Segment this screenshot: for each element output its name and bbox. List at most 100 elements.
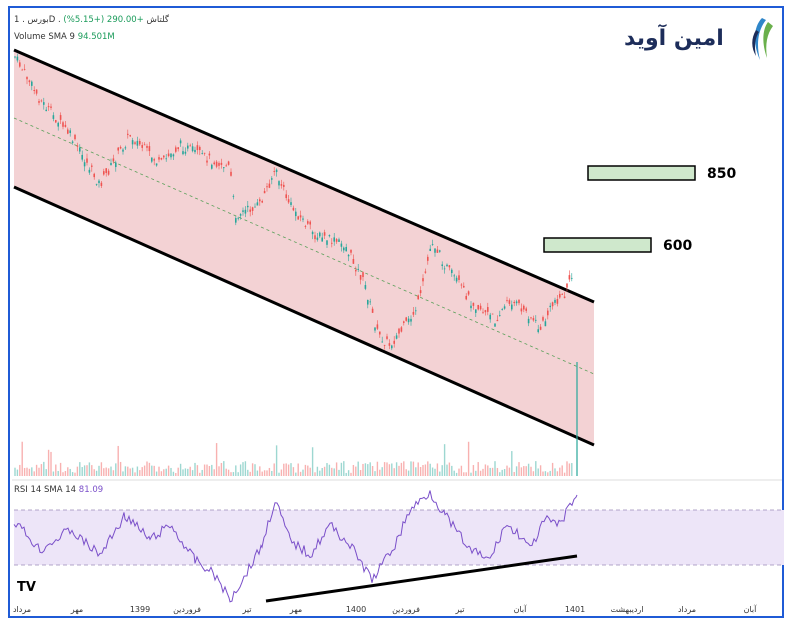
candle-body bbox=[499, 315, 501, 316]
candle-body bbox=[448, 265, 451, 268]
target-label-850: 850 bbox=[707, 166, 736, 182]
candle-body bbox=[187, 145, 189, 149]
candle-body bbox=[107, 170, 110, 175]
candle-body bbox=[218, 162, 220, 166]
volume-bar bbox=[391, 463, 393, 476]
candle-body bbox=[177, 147, 179, 150]
candle-body bbox=[412, 311, 415, 315]
logo-text: امین آوید bbox=[624, 26, 724, 51]
volume-bar bbox=[523, 466, 525, 476]
candle-body bbox=[112, 158, 115, 162]
candle-body bbox=[31, 81, 33, 86]
candle-body bbox=[489, 314, 491, 320]
volume-bar bbox=[263, 470, 266, 476]
candle-body bbox=[129, 135, 131, 137]
volume-bar bbox=[67, 467, 69, 476]
volume-bar bbox=[33, 471, 35, 476]
volume-bar bbox=[107, 468, 110, 476]
volume-bar bbox=[23, 467, 26, 476]
candle-body bbox=[503, 306, 506, 309]
price-change: +290.00 (+5.15%) bbox=[63, 15, 144, 25]
volume-bar bbox=[331, 467, 333, 476]
volume-bar bbox=[355, 466, 357, 476]
volume-bar bbox=[487, 465, 489, 476]
candle-body bbox=[14, 56, 16, 58]
volume-bar bbox=[179, 463, 182, 476]
volume-bar bbox=[76, 466, 79, 476]
volume-bar bbox=[292, 467, 295, 476]
volume-bar bbox=[100, 462, 103, 476]
candle-body bbox=[124, 147, 127, 149]
volume-bar bbox=[31, 467, 33, 476]
x-tick-label: تیر bbox=[241, 605, 251, 614]
candle-body bbox=[304, 226, 307, 227]
volume-bar bbox=[273, 463, 275, 476]
candle-body bbox=[225, 165, 227, 167]
candle-body bbox=[508, 300, 511, 304]
candle-body bbox=[477, 304, 479, 310]
volume-bar bbox=[467, 441, 470, 476]
candle-body bbox=[559, 293, 561, 298]
candle-body bbox=[321, 237, 323, 242]
volume-bar bbox=[167, 465, 170, 476]
candle-body bbox=[511, 304, 513, 310]
volume-bar bbox=[127, 466, 129, 476]
volume-bar bbox=[446, 464, 448, 476]
candle-body bbox=[479, 305, 482, 310]
volume-bar bbox=[88, 462, 91, 476]
candle-body bbox=[199, 146, 201, 151]
volume-bar bbox=[71, 472, 74, 476]
candle-body bbox=[525, 308, 527, 311]
volume-bar bbox=[155, 471, 158, 476]
volume-bar bbox=[122, 471, 124, 476]
candle-body bbox=[285, 194, 287, 199]
volume-bar bbox=[362, 463, 364, 476]
candle-body bbox=[215, 161, 218, 167]
volume-bar bbox=[542, 471, 544, 476]
candle-body bbox=[146, 145, 148, 148]
volume-bar bbox=[484, 464, 487, 476]
candle-body bbox=[100, 182, 103, 186]
candle-body bbox=[263, 190, 266, 194]
candle-body bbox=[47, 106, 50, 108]
volume-bar bbox=[441, 465, 443, 476]
candle-body bbox=[256, 202, 259, 206]
volume-bar bbox=[297, 463, 299, 476]
candle-body bbox=[232, 195, 235, 197]
logo-mark bbox=[752, 18, 773, 60]
candle-body bbox=[19, 62, 21, 67]
volume-bar bbox=[458, 468, 460, 476]
x-tick-label: اردیبهشت bbox=[611, 605, 644, 614]
volume-bar bbox=[146, 461, 148, 476]
candle-body bbox=[568, 275, 571, 280]
x-tick-label: مهر bbox=[70, 605, 83, 614]
volume-bar bbox=[69, 468, 71, 476]
volume-bar bbox=[415, 467, 417, 476]
volume-bar bbox=[417, 462, 419, 476]
volume-bar bbox=[400, 462, 403, 476]
candle-body bbox=[434, 248, 436, 253]
candle-body bbox=[549, 305, 551, 308]
candle-body bbox=[554, 299, 556, 303]
volume-bar bbox=[460, 465, 463, 476]
volume-bar bbox=[175, 472, 177, 476]
volume-bar bbox=[268, 467, 271, 476]
candle-body bbox=[273, 171, 275, 172]
volume-bar bbox=[379, 469, 381, 476]
candle-body bbox=[460, 284, 463, 286]
candle-body bbox=[76, 145, 79, 147]
candle-body bbox=[242, 210, 244, 212]
volume-bar bbox=[148, 462, 151, 476]
candle-body bbox=[172, 154, 175, 157]
candle-body bbox=[127, 133, 129, 135]
volume-bar bbox=[283, 463, 285, 476]
candle-body bbox=[386, 336, 388, 339]
volume-bar bbox=[110, 466, 112, 476]
candle-body bbox=[551, 302, 554, 307]
volume-bar bbox=[494, 461, 496, 476]
candle-body bbox=[239, 214, 242, 216]
volume-bar bbox=[153, 465, 155, 476]
candle-body bbox=[427, 256, 429, 261]
candle-body bbox=[350, 249, 352, 253]
candle-body bbox=[115, 162, 117, 168]
